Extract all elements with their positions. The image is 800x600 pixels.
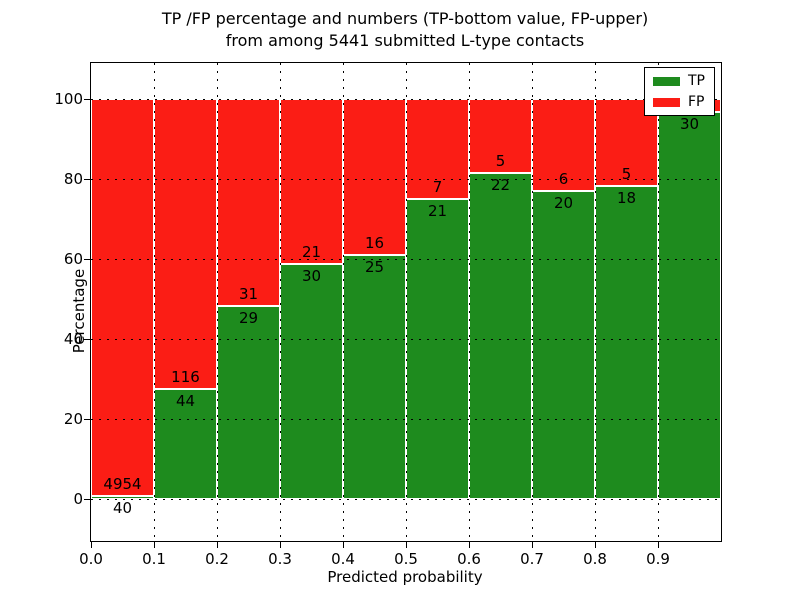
tp-count-label: 22 <box>490 176 511 195</box>
vertical-gridline <box>468 63 470 541</box>
tp-bar-segment <box>280 263 343 499</box>
tp-count-label: 29 <box>238 308 259 327</box>
chart-title-line1: TP /FP percentage and numbers (TP-bottom… <box>161 9 649 28</box>
chart-title-line2: from among 5441 submitted L-type contact… <box>225 31 585 50</box>
fp-bar-segment <box>343 99 406 256</box>
fp-bar-segment <box>91 99 154 496</box>
y-tick-label: 0 <box>73 490 83 508</box>
x-tick-mark <box>216 542 218 548</box>
legend: TP FP <box>644 67 715 116</box>
tp-count-label: 21 <box>427 202 448 220</box>
x-tick-label: 0.5 <box>394 550 418 568</box>
y-tick-mark <box>84 258 90 260</box>
tp-count-label: 44 <box>175 392 196 410</box>
y-tick-mark <box>84 338 90 340</box>
tp-count-label: 40 <box>112 498 133 517</box>
chart-title: TP /FP percentage and numbers (TP-bottom… <box>90 8 720 52</box>
tp-bar-segment <box>217 305 280 499</box>
y-tick-label: 100 <box>54 90 83 108</box>
x-tick-mark <box>405 542 407 548</box>
vertical-gridline <box>405 63 407 541</box>
x-tick-mark <box>531 542 533 548</box>
x-tick-label: 0.7 <box>520 550 544 568</box>
plot-area: 49544011644312921301625721522620518130 0… <box>54 62 722 567</box>
tp-bar-segment <box>343 255 406 499</box>
x-tick-mark <box>657 542 659 548</box>
vertical-gridline <box>153 63 155 541</box>
vertical-gridline <box>594 63 596 541</box>
fp-count-label: 7 <box>432 178 443 196</box>
y-tick-mark <box>84 98 90 100</box>
x-tick-label: 0.3 <box>268 550 292 568</box>
x-tick-label: 0.8 <box>583 550 607 568</box>
y-tick-label: 40 <box>63 330 83 348</box>
tp-count-label: 20 <box>553 194 574 213</box>
fp-legend-swatch <box>653 97 680 107</box>
y-tick-label: 60 <box>63 250 83 268</box>
tp-count-label: 30 <box>679 114 700 133</box>
tp-count-label: 18 <box>616 188 637 207</box>
tp-bar-segment <box>406 199 469 499</box>
tp-bar-segment <box>595 185 658 499</box>
fp-bar-segment <box>406 99 469 199</box>
vertical-gridline <box>342 63 344 541</box>
legend-item-tp: TP <box>653 73 705 89</box>
x-tick-label: 0.2 <box>205 550 229 568</box>
vertical-gridline <box>657 63 659 541</box>
tp-legend-label: TP <box>688 73 705 89</box>
fp-bar-segment <box>154 99 217 389</box>
y-tick-label: 20 <box>63 410 83 428</box>
x-axis-label: Predicted probability <box>327 568 483 586</box>
tp-count-label: 30 <box>301 266 322 285</box>
x-tick-mark <box>90 542 92 548</box>
y-tick-mark <box>84 498 90 500</box>
vertical-gridline <box>216 63 218 541</box>
y-tick-label: 80 <box>63 170 83 188</box>
y-tick-mark <box>84 178 90 180</box>
fp-count-label: 21 <box>301 242 322 261</box>
fp-count-label: 6 <box>558 170 569 189</box>
x-tick-mark <box>342 542 344 548</box>
x-tick-mark <box>153 542 155 548</box>
fp-legend-label: FP <box>688 94 705 110</box>
fp-count-label: 16 <box>364 234 385 253</box>
fp-count-label: 4954 <box>103 474 142 493</box>
x-tick-label: 0.4 <box>331 550 355 568</box>
fp-count-label: 116 <box>171 368 200 386</box>
x-tick-label: 0.0 <box>79 550 103 568</box>
tp-bar-segment <box>154 389 217 499</box>
x-tick-mark <box>468 542 470 548</box>
vertical-gridline <box>279 63 281 541</box>
fp-count-label: 5 <box>621 164 632 183</box>
tp-bar-segment <box>658 111 721 499</box>
vertical-gridline <box>531 63 533 541</box>
x-tick-label: 0.1 <box>142 550 166 568</box>
x-tick-mark <box>594 542 596 548</box>
tp-bar-segment <box>469 173 532 499</box>
tp-bar-segment <box>532 191 595 499</box>
fp-bar-segment <box>280 99 343 264</box>
x-tick-label: 0.6 <box>457 550 481 568</box>
legend-item-fp: FP <box>653 94 705 110</box>
x-tick-mark <box>279 542 281 548</box>
x-tick-label: 0.9 <box>646 550 670 568</box>
fp-count-label: 5 <box>495 152 506 171</box>
y-axis-label: Percentage <box>70 268 88 354</box>
tp-count-label: 25 <box>364 258 385 277</box>
fp-count-label: 31 <box>238 284 259 303</box>
y-tick-mark <box>84 418 90 420</box>
fp-bar-segment <box>217 99 280 306</box>
tp-legend-swatch <box>653 76 680 86</box>
fp-bar-segment <box>532 99 595 192</box>
